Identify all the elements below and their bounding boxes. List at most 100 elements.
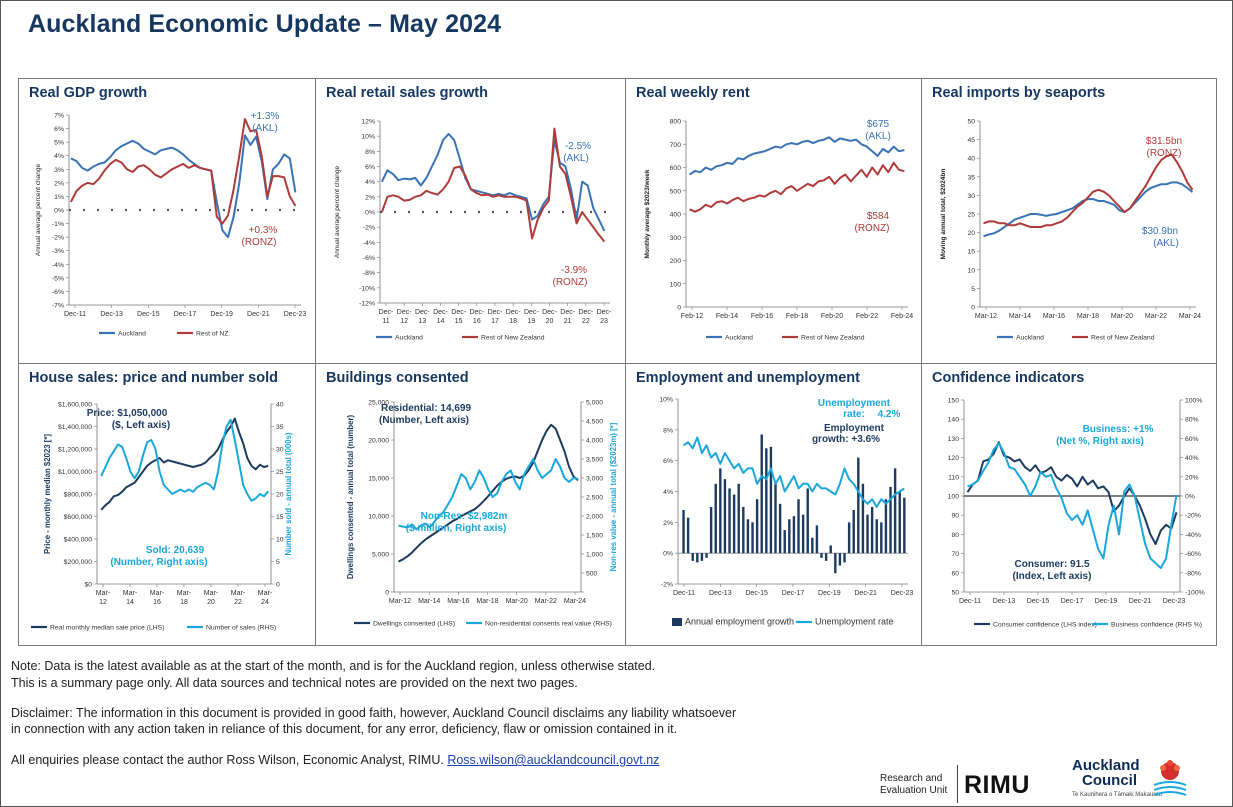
x-tick-label: Mar-24 [1179,313,1201,320]
x-tick-label: 17 [491,318,499,325]
y-tick-label: 2% [365,194,375,201]
y-tick-label: -12% [359,301,375,308]
y-tick-label: 4% [663,489,673,496]
annotation-label: (Number, Left axis) [379,415,469,426]
x-tick-label: 21 [564,318,572,325]
x-tick-label: Dec-17 [782,590,805,597]
y-tick-label: 0 [677,305,681,312]
y-tick-label: 25 [967,212,975,219]
annotation-label: (AKL) [563,153,589,164]
employment-bar [755,499,759,554]
employment-bar [811,537,814,554]
annotation-label: (Net %, Right axis) [1056,436,1144,447]
x-tick-label: 12 [400,318,408,325]
y-tick-label: 300 [670,235,682,242]
y2-tick-label: 3,500 [586,457,603,464]
series-line-1 [682,436,905,508]
y2-tick-label: -100% [1185,590,1205,597]
employment-bar [870,506,874,554]
y2-tick-label: 10 [276,537,284,544]
y2-tick-label: 100% [1185,398,1202,405]
enquiry-text: All enquiries please contact the author … [11,753,444,767]
employment-bar [783,530,786,554]
legend-label: Number of sales (RHS) [206,625,276,632]
series-line-0 [966,441,1178,545]
y-tick-label: $1,000,000 [58,469,92,476]
y-tick-label: 400 [670,212,682,219]
y-tick-label: -1% [52,221,64,228]
y-tick-label: 6% [365,164,375,171]
annotation-label: Unemployment [818,398,891,409]
y-tick-label: 8% [663,427,673,434]
x-tick-label: Feb-16 [751,313,773,320]
y-tick-label: -5% [52,275,64,282]
y-tick-label: 6% [54,126,64,133]
y2-axis-title: Number sold - annual total (000s) [284,432,293,555]
x-tick-label: 15 [455,318,463,325]
y-tick-label: 5,000 [372,552,389,559]
employment-bar [829,545,832,554]
x-tick-label: 16 [153,599,161,606]
y-tick-label: 5% [54,140,64,147]
x-tick-label: Dec- [597,309,612,316]
email-link[interactable]: Ross.wilson@aucklandcouncil.govt.nz [447,753,660,767]
employment-bar [852,510,855,554]
y-tick-label: -2% [52,235,64,242]
y-tick-label: 4% [365,179,375,186]
y-tick-label: 15 [967,249,975,256]
chart-gdp: 7%6%5%4%3%2%1%0%-1%-2%-3%-4%-5%-6%-7%Dec… [35,111,306,338]
enquiry-line: All enquiries please contact the author … [11,752,659,768]
x-tick-label: Dec-11 [673,590,695,597]
y2-tick-label: 1,000 [586,552,603,559]
y-tick-label: 45 [967,137,975,144]
y-tick-label: $1,400,000 [58,424,92,431]
employment-bar [797,499,800,554]
employment-bar [866,514,869,554]
x-tick-label: 18 [180,599,188,606]
x-tick-label: Mar-18 [1077,313,1099,320]
x-tick-label: Dec- [415,309,430,316]
x-tick-label: Dec-15 [745,590,768,597]
series-line-1 [100,418,269,502]
x-tick-label: 14 [126,599,134,606]
employment-bar [686,517,690,554]
x-tick-label: Dec- [506,309,521,316]
chart-grid: Real GDP growth 7% 6% 5% 4% 3% 2% 1% 0% -1% -2% -3… [18,78,1217,646]
y-tick-label: 500 [670,188,682,195]
employment-bar [875,519,878,554]
panel-title: Buildings consented [326,370,469,386]
x-tick-label: 12 [99,599,107,606]
panel-buildings: Buildings consented 25,000 20,000 15,000 10… [316,364,626,645]
legend-label: Business confidence (RHS %) [1111,622,1202,629]
y-tick-label: 5 [971,286,975,293]
panel-title: House sales: price and number sold [29,370,278,386]
y2-tick-label: 20 [276,492,284,499]
employment-bar [843,553,846,563]
legend-swatch [672,618,682,626]
annotation-label: Non-Res: $2,982m [421,511,508,522]
x-tick-label: 20 [207,599,215,606]
x-tick-label: Mar-12 [975,313,997,320]
legend-label: Annual employment growth [685,617,794,627]
x-tick-label: Dec-19 [210,311,233,318]
y-tick-label: 0% [365,210,375,217]
panel-title: Real GDP growth [29,85,148,101]
y2-tick-label: -80% [1185,570,1201,577]
y-tick-label: -4% [363,240,375,247]
annotation-label: $675 [867,119,890,130]
y-tick-label: -2% [661,582,673,589]
rimu-subtitle: Research and Evaluation Unit [880,773,960,797]
disclaimer-line-2: in connection with any action taken in r… [11,722,678,736]
employment-bar [903,497,906,554]
y-tick-label: 25,000 [368,400,389,407]
y-tick-label: -10% [359,285,375,292]
x-tick-label: Dec-17 [1061,598,1084,605]
x-tick-label: Dec-21 [854,590,877,597]
y-tick-label: $1,600,000 [58,402,92,409]
employment-bar [847,522,851,554]
y-tick-label: -7% [52,303,64,310]
y2-tick-label: 0% [1185,494,1195,501]
x-tick-label: Dec- [524,309,539,316]
series-line-1 [967,442,1178,569]
